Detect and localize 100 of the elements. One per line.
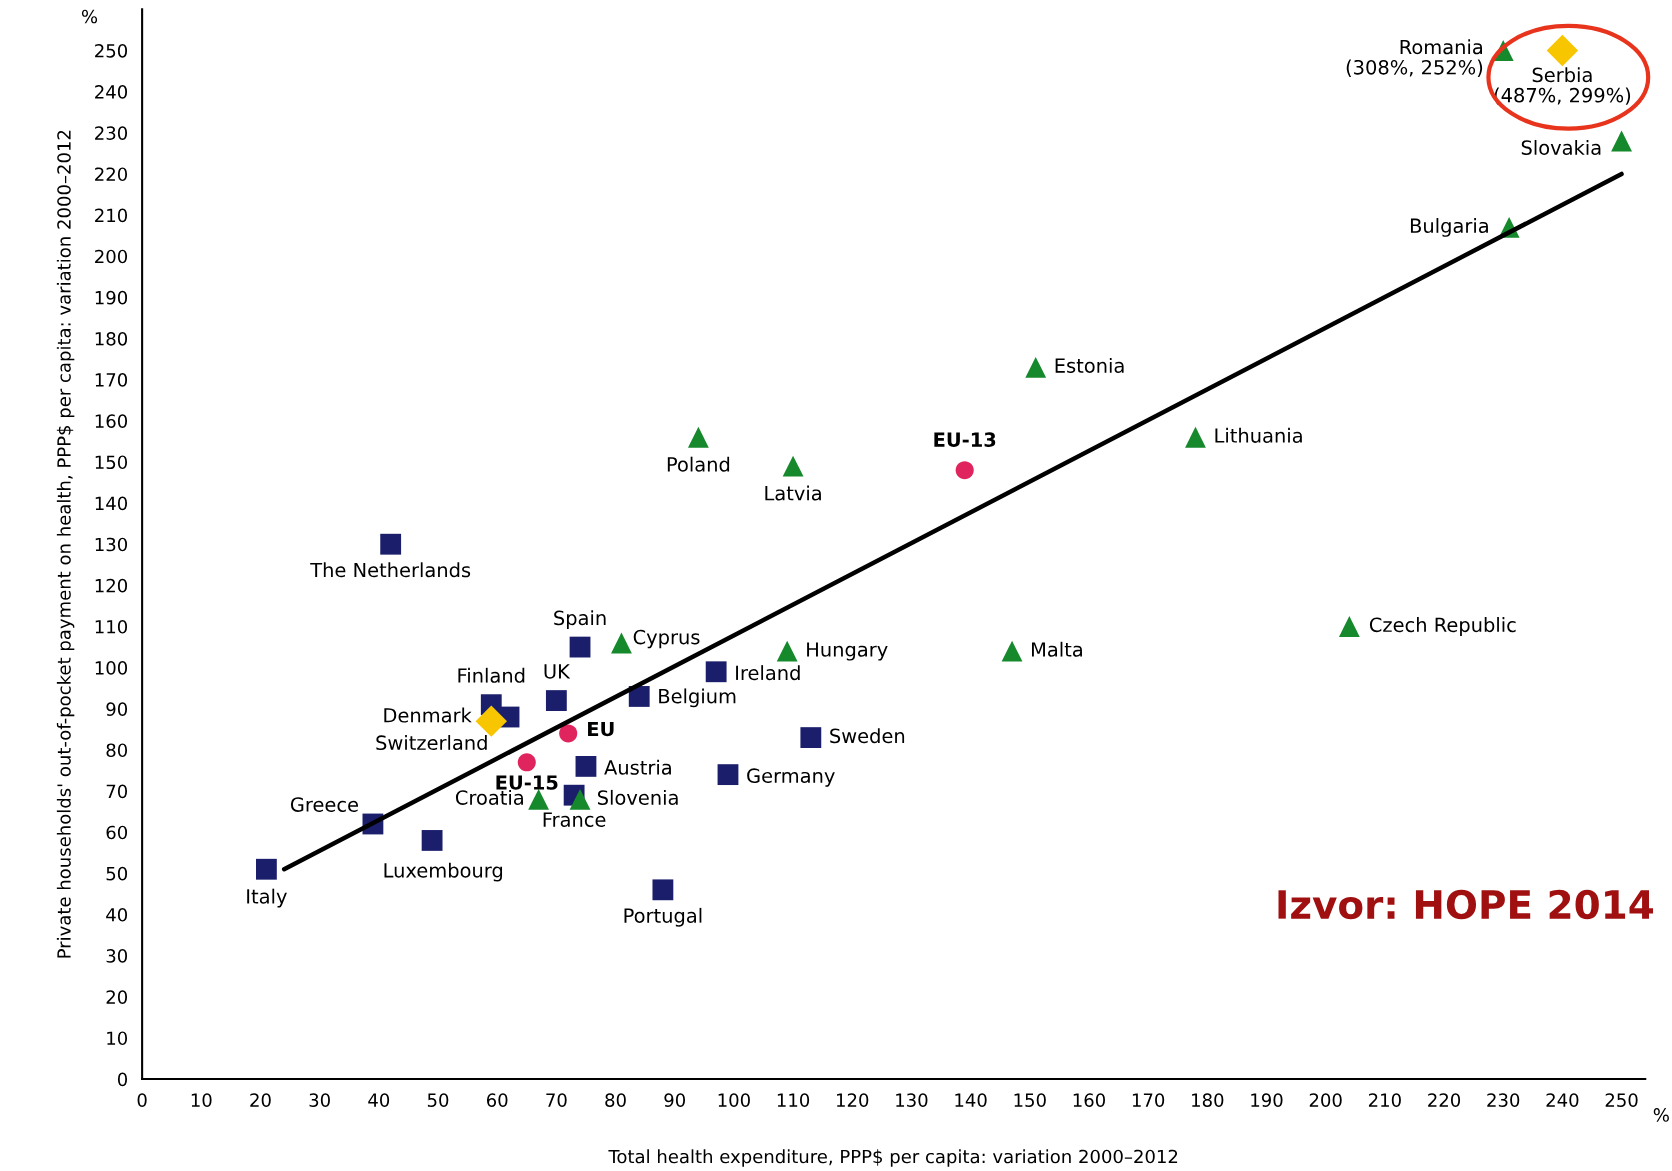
annotation: Malta xyxy=(1032,641,1082,657)
x-tick-label: 130 xyxy=(896,1093,928,1107)
annotation: Luxembourg xyxy=(384,862,503,882)
point xyxy=(545,690,567,711)
x-tick-label: 160 xyxy=(1073,1093,1105,1107)
point xyxy=(687,426,709,448)
x-tick-label: 0 xyxy=(137,1093,147,1107)
annotation: Slovenia xyxy=(597,789,678,805)
annotation: Ireland xyxy=(736,665,800,681)
annotation: France xyxy=(543,812,606,827)
y-tick-label: 110 xyxy=(95,619,128,634)
x-tick-label: 170 xyxy=(1132,1093,1165,1107)
x-axis-title: Total health expenditure, PPP$ per capita: variation 2000–2012 xyxy=(608,1149,1178,1167)
y-tick-label: 190 xyxy=(95,290,128,305)
y-tick-label: 40 xyxy=(106,907,128,922)
y-tick-label: 50 xyxy=(106,866,128,881)
point xyxy=(955,461,974,480)
point xyxy=(517,753,536,772)
annotation: The Netherlands xyxy=(310,562,471,578)
x-tick-label: 50 xyxy=(427,1093,449,1107)
point xyxy=(1338,616,1360,637)
annotation: Lithuania xyxy=(1215,427,1302,443)
point xyxy=(1185,426,1206,448)
point xyxy=(569,636,591,658)
y-tick-label: 60 xyxy=(106,825,128,840)
point xyxy=(528,788,550,810)
y-tick-label: 80 xyxy=(106,743,128,758)
point xyxy=(717,764,739,786)
y-tick-label: 70 xyxy=(106,784,128,799)
annotation: Latvia xyxy=(765,485,821,501)
y-tick-label: 130 xyxy=(95,537,128,552)
y-tick-label: 170 xyxy=(95,373,128,387)
point xyxy=(1025,356,1047,378)
x-tick-label: 70 xyxy=(546,1093,567,1107)
annotation: Italy xyxy=(247,888,287,908)
annotation: Germany xyxy=(747,768,835,787)
x-tick-label: 60 xyxy=(486,1093,508,1107)
annotation: EU xyxy=(588,721,614,737)
y-tick-label: 180 xyxy=(95,331,128,346)
annotation: EU-15 xyxy=(496,775,558,790)
annotation: Denmark xyxy=(384,707,472,723)
x-tick-label: 220 xyxy=(1428,1093,1461,1107)
point xyxy=(628,686,650,707)
x-tick-label: 120 xyxy=(837,1093,869,1107)
x-tick-label: 200 xyxy=(1309,1093,1342,1107)
y-tick-label: 20 xyxy=(106,990,128,1004)
x-tick-label: 110 xyxy=(777,1093,810,1107)
point xyxy=(1611,130,1632,152)
annotation: Estonia xyxy=(1055,357,1124,373)
text: % xyxy=(81,9,98,24)
point xyxy=(569,788,591,810)
annotation: Cyprus xyxy=(633,629,700,649)
x-tick-label: 190 xyxy=(1251,1093,1283,1107)
annotation: Belgium xyxy=(659,688,736,708)
annotation: Czech Republic xyxy=(1369,617,1516,636)
annotation: UK xyxy=(544,664,571,679)
y-axis-title: Private households' out-of-pocket payment on health, PPP$ per capita: variation 2000–2012 xyxy=(56,130,75,958)
point xyxy=(380,533,402,555)
text: % xyxy=(1653,1108,1669,1122)
point xyxy=(1546,34,1579,67)
y-tick-label: 250 xyxy=(95,43,128,58)
y-tick-label: 90 xyxy=(106,702,128,716)
y-tick-label: 10 xyxy=(107,1031,128,1046)
annotation: Spain xyxy=(554,610,606,630)
point xyxy=(800,727,822,749)
x-tick-label: 20 xyxy=(250,1093,271,1107)
y-tick-label: 220 xyxy=(95,167,128,182)
annotation: EU-13 xyxy=(934,432,996,447)
x-tick-label: 230 xyxy=(1487,1093,1520,1107)
x-tick-label: 210 xyxy=(1368,1093,1401,1107)
point xyxy=(475,705,507,737)
point xyxy=(705,661,727,683)
point xyxy=(1001,640,1023,662)
annotation: Hungary xyxy=(807,642,888,661)
annotation: Romania (308%, 252%) xyxy=(1346,39,1483,77)
x-tick-label: 80 xyxy=(605,1093,626,1107)
x-tick-label: 30 xyxy=(309,1093,330,1107)
y-tick-label: 210 xyxy=(95,208,128,223)
x-tick-label: 140 xyxy=(955,1093,987,1107)
point xyxy=(255,858,277,880)
x-tick-label: 150 xyxy=(1014,1093,1046,1107)
point xyxy=(611,632,632,654)
x-tick-label: 40 xyxy=(368,1093,390,1107)
point xyxy=(575,755,597,777)
point xyxy=(776,640,798,662)
y-tick-label: 100 xyxy=(95,661,128,675)
annotation: Slovakia xyxy=(1521,139,1601,155)
annotation: Switzerland xyxy=(376,735,487,751)
annotation: Portugal xyxy=(624,907,702,927)
point xyxy=(559,724,578,743)
y-tick-label: 230 xyxy=(95,126,128,140)
y-tick-label: 120 xyxy=(95,578,128,593)
y-tick-label: 160 xyxy=(95,414,128,428)
annotation: Poland xyxy=(667,456,730,472)
y-tick-label: 0 xyxy=(117,1072,128,1087)
y-tick-label: 200 xyxy=(95,249,128,264)
x-tick-label: 180 xyxy=(1192,1093,1224,1107)
annotation: Finland xyxy=(458,667,525,683)
annotation: Croatia xyxy=(455,789,523,805)
annotation: Sweden xyxy=(830,728,905,744)
